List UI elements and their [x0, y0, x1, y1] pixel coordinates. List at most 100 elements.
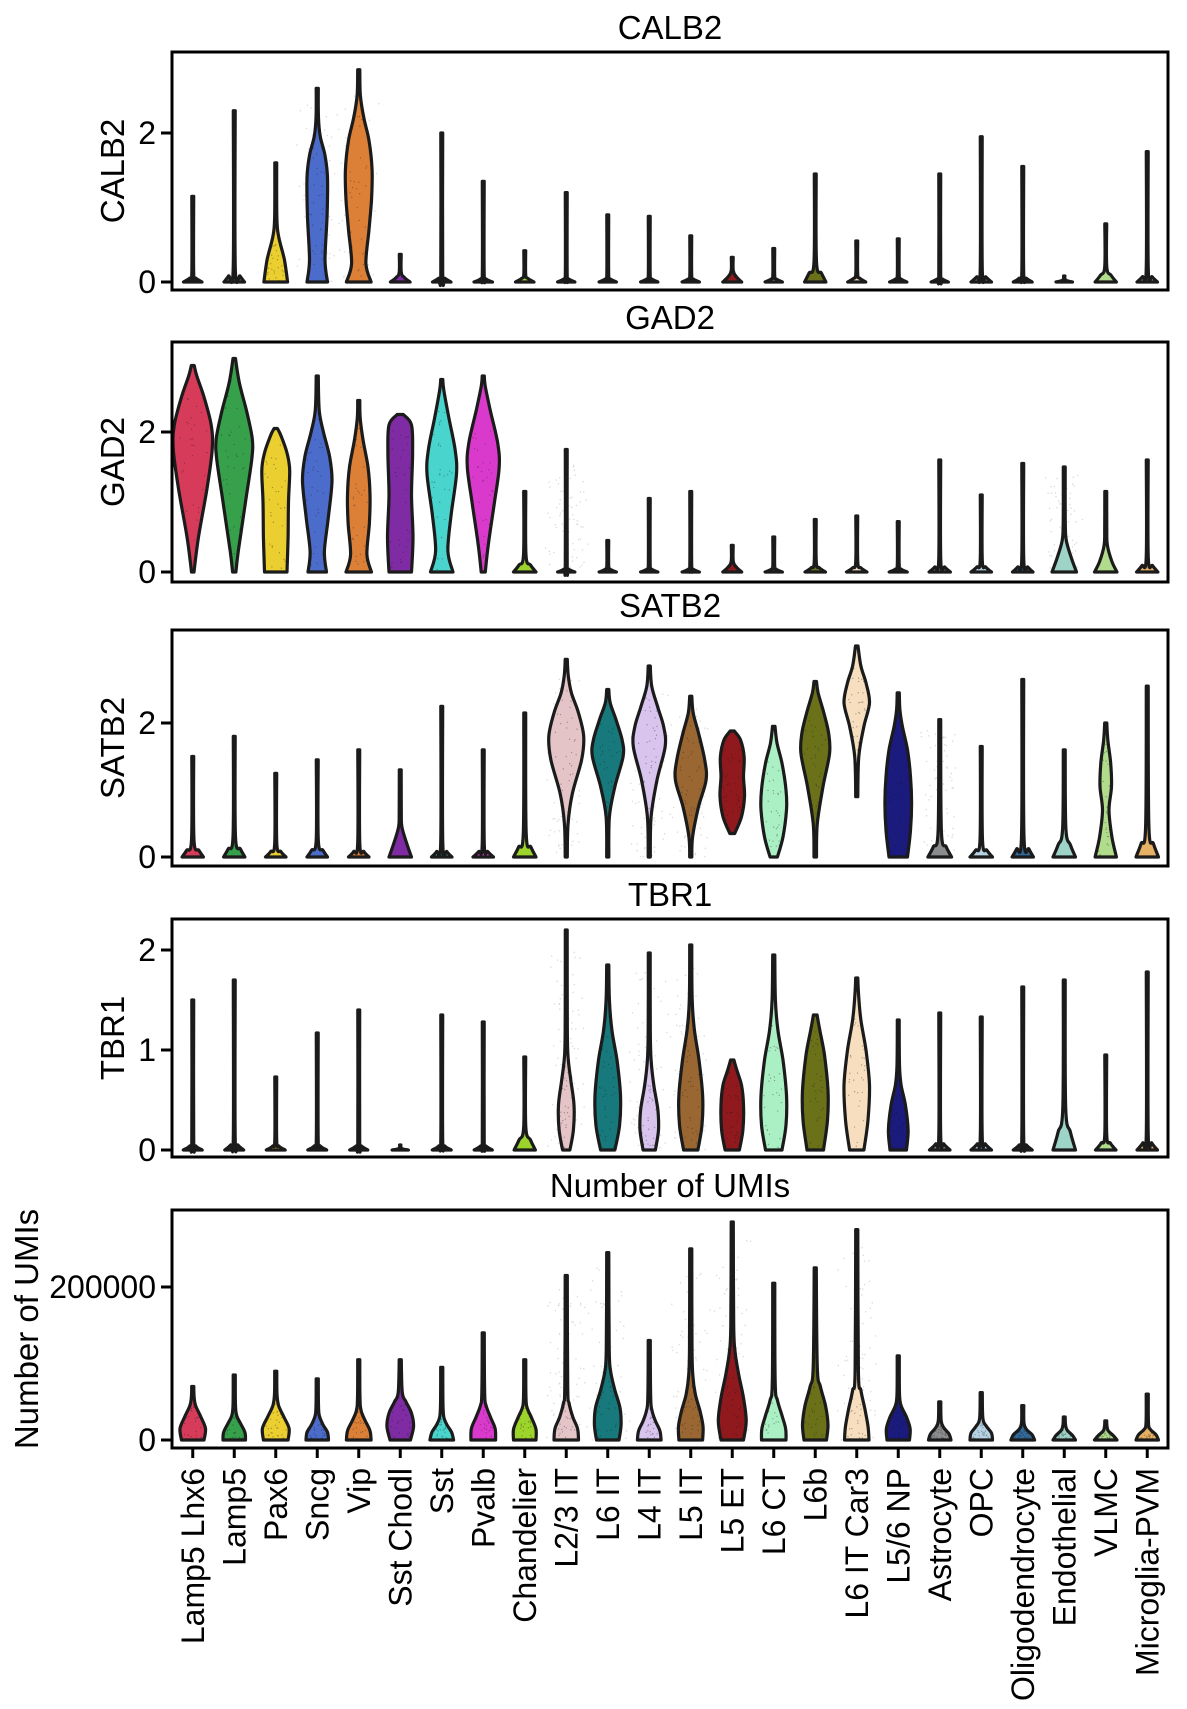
violin-Number of UMIs-Lamp5 Lhx6 — [178, 1384, 208, 1442]
x-axis-label-Lamp5: Lamp5 — [216, 1468, 252, 1566]
violin-GAD2-L5/6 NP — [887, 520, 909, 574]
violin-CALB2-Microglia-PVM — [1135, 150, 1160, 284]
sina-dots-Sst Chodl — [390, 430, 411, 569]
violin-CALB2-L6b — [803, 172, 828, 284]
x-axis-label-Astrocyte: Astrocyte — [922, 1468, 958, 1601]
sina-dots-L2/3 IT — [554, 688, 578, 820]
y-tick-label: 2 — [138, 932, 156, 968]
violin-Number of UMIs-Vip — [344, 1358, 373, 1442]
violin-CALB2-Pvalb — [472, 179, 495, 285]
violin-TBR1-Endothelial — [1051, 978, 1078, 1152]
sina-dots-L6 IT — [597, 1313, 618, 1440]
x-axis-label-L5 ET: L5 ET — [714, 1468, 750, 1553]
x-axis-label-L6 IT Car3: L6 IT Car3 — [839, 1468, 875, 1619]
violin-CALB2-OPC — [969, 135, 994, 285]
sina-dots-L5 IT — [681, 1295, 701, 1435]
panel-frame-GAD2 — [170, 340, 1170, 584]
violin-TBR1-VLMC — [1093, 1053, 1118, 1152]
violin-CALB2-Oligodendrocyte — [1011, 164, 1034, 285]
sina-dots-L4 IT — [639, 1353, 658, 1440]
violin-Number of UMIs-L6 CT — [759, 1281, 788, 1442]
x-axis-label-Vip: Vip — [341, 1468, 377, 1514]
violin-Number of UMIs-Pvalb — [469, 1331, 498, 1442]
x-axis-label-Oligodendrocyte: Oligodendrocyte — [1005, 1468, 1041, 1701]
violin-GAD2-Vip — [344, 398, 374, 574]
x-axis-label-VLMC: VLMC — [1088, 1468, 1124, 1557]
violin-TBR1-L6 CT — [759, 953, 789, 1152]
violin-GAD2-L4 IT — [639, 496, 660, 574]
violin-SATB2-Astrocyte — [926, 718, 954, 859]
sina-dots-L5 IT — [679, 721, 701, 816]
sina-dots-VLMC — [1098, 743, 1111, 857]
violin-CALB2-L6 CT — [763, 246, 784, 284]
sina-dots-Astrocyte — [930, 1405, 948, 1441]
violin-CALB2-L2/3 IT — [556, 191, 577, 285]
violin-GAD2-Endothelial — [1050, 465, 1079, 574]
violin-SATB2-Chandelier — [511, 711, 538, 859]
violin-TBR1-L4 IT — [638, 951, 661, 1152]
sina-dots-Pvalb — [476, 1358, 493, 1441]
panel-frame-Number of UMIs — [170, 1208, 1170, 1450]
x-axis-label-Microglia-PVM: Microglia-PVM — [1129, 1468, 1165, 1676]
sina-dots-Sncg — [306, 413, 324, 573]
x-axis-label-L6 IT: L6 IT — [590, 1468, 626, 1541]
sina-dots-OPC — [972, 1402, 989, 1441]
sina-dots-Vip — [351, 427, 368, 572]
violin-Number of UMIs-L2/3 IT — [552, 1273, 581, 1442]
violin-SATB2-Sst — [429, 704, 454, 859]
panel-frame-TBR1 — [170, 917, 1170, 1159]
sina-dots-Lamp5 Lhx6 — [178, 397, 208, 572]
violin-Number of UMIs-Astrocyte — [926, 1400, 953, 1442]
violin-Number of UMIs-Chandelier — [511, 1358, 538, 1442]
sina-dots-Endothelial — [1056, 1422, 1073, 1441]
x-axis-label-Endothelial: Endothelial — [1046, 1468, 1082, 1626]
x-axis-label-L6b: L6b — [797, 1468, 833, 1521]
violin-SATB2-L2/3 IT — [547, 657, 586, 859]
sina-dots-VLMC — [1097, 1425, 1112, 1441]
violin-SATB2-L5/6 NP — [883, 691, 914, 859]
violin-TBR1-Lamp5 Lhx6 — [181, 998, 204, 1154]
sina-dots-L6 IT Car3 — [847, 1253, 866, 1440]
sina-dots-Sst — [431, 411, 453, 571]
y-tick-label: 0 — [138, 839, 156, 875]
violin-GAD2-L6 IT — [597, 538, 618, 574]
sina-dots-Sst — [435, 1386, 449, 1441]
violin-SATB2-Lamp5 — [222, 734, 247, 859]
sina-dots-L6 IT Car3 — [848, 667, 866, 764]
violin-TBR1-Sncg — [306, 1031, 329, 1152]
panel-frame-CALB2 — [170, 50, 1170, 292]
violin-Number of UMIs-Sncg — [304, 1377, 331, 1442]
violin-CALB2-L5 IT — [680, 234, 701, 284]
violin-TBR1-L5 IT — [677, 943, 705, 1152]
y-axis-label: SATB2 — [94, 697, 131, 799]
violin-SATB2-Microglia-PVM — [1134, 684, 1161, 859]
violin-SATB2-L4 IT — [631, 664, 668, 859]
violin-SATB2-L6 IT Car3 — [842, 644, 872, 799]
violin-GAD2-Pax6 — [260, 426, 292, 574]
sina-dots-Pax6 — [267, 187, 285, 282]
panel-title: CALB2 — [618, 9, 723, 46]
violin-Number of UMIs-Microglia-PVM — [1134, 1392, 1161, 1442]
violin-GAD2-Sst Chodl — [385, 412, 415, 574]
violin-CALB2-Sst — [430, 131, 453, 288]
sina-dots-L5/6 NP — [891, 1366, 908, 1440]
violin-Number of UMIs-Endothelial — [1051, 1415, 1078, 1442]
violin-Number of UMIs-L6 IT Car3 — [842, 1228, 871, 1442]
violin-CALB2-Pax6 — [262, 161, 290, 284]
violin-Number of UMIs-L6 IT — [592, 1251, 623, 1442]
violin-GAD2-L6 CT — [763, 535, 784, 574]
sina-dots-L5/6 NP — [890, 1084, 905, 1151]
y-tick-label: 200000 — [49, 1269, 156, 1305]
x-axis-label-Lamp5 Lhx6: Lamp5 Lhx6 — [175, 1468, 211, 1644]
y-tick-label: 0 — [138, 1132, 156, 1168]
violin-Number of UMIs-L4 IT — [635, 1338, 663, 1442]
sina-dots-L4 IT — [641, 990, 657, 1147]
sina-dots-Oligodendrocyte — [1013, 1409, 1030, 1441]
violin-Number of UMIs-L5 ET — [716, 1220, 748, 1442]
violin-TBR1-L5 ET — [719, 1058, 746, 1152]
panel-title: SATB2 — [619, 587, 721, 624]
y-tick-label: 0 — [138, 264, 156, 300]
sina-dots-Vip — [352, 1370, 368, 1441]
sina-dots-L6b — [809, 1031, 824, 1151]
violin-SATB2-L6 IT — [590, 687, 626, 859]
